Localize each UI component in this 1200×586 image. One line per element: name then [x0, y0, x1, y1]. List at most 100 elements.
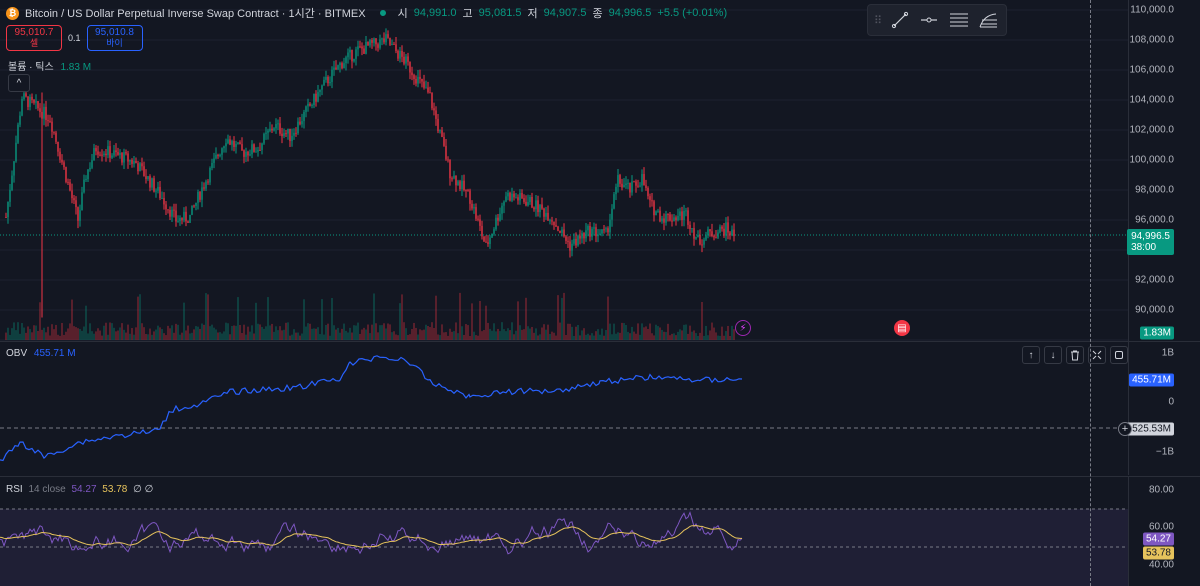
candle-body [283, 133, 285, 137]
volume-bar [505, 331, 507, 340]
close-key: 종 [592, 8, 603, 20]
volume-bar [131, 328, 133, 340]
candle-body [175, 210, 177, 222]
candle-body [291, 135, 293, 142]
add-alert-plus-icon[interactable]: + [1118, 422, 1132, 436]
move-pane-up-icon[interactable]: ↑ [1022, 346, 1040, 364]
candle-body [349, 49, 351, 53]
price-pane[interactable]: ₿ Bitcoin / US Dollar Perpetual Inverse … [0, 0, 1200, 341]
price-axis[interactable]: 110,000.0 108,000.0 106,000.0 104,000.0 … [1127, 0, 1188, 341]
candle-body [247, 151, 249, 156]
volume-bar [461, 326, 463, 340]
volume-bar [535, 328, 537, 340]
candle-body [387, 34, 389, 38]
last-price-label: 94,996.5 38:00 [1127, 229, 1174, 255]
candle-body [473, 207, 475, 209]
volume-bar [497, 328, 499, 340]
volume-bar [209, 326, 211, 340]
candle-body [309, 103, 311, 106]
low-key: 저 [527, 8, 538, 20]
price-tick: 110,000.0 [1130, 4, 1174, 16]
candle-body [33, 99, 35, 103]
obv-axis[interactable]: 1B 0 −1B 455.71M −525.53M [1123, 342, 1188, 475]
volume-bar [529, 328, 531, 340]
candle-body [7, 201, 9, 218]
volume-bar [607, 296, 609, 340]
drag-handle-icon[interactable]: ⠿ [874, 14, 883, 27]
collapse-legend-button[interactable]: ^ [8, 74, 30, 92]
candle-body [617, 175, 619, 187]
candle-body [43, 106, 45, 119]
volume-bar [521, 329, 523, 340]
volume-bar [309, 323, 311, 340]
volume-bar [139, 294, 141, 340]
volume-bar [611, 334, 613, 340]
obv-name: OBV [6, 348, 28, 359]
volume-bar [161, 329, 163, 340]
parallel-channel-icon[interactable] [947, 8, 971, 32]
candle-body [523, 198, 525, 202]
volume-bar [711, 322, 713, 340]
volume-bar [357, 322, 359, 340]
candle-body [129, 159, 131, 162]
candle-body [259, 149, 261, 151]
candle-body [683, 210, 685, 221]
candle-body [563, 229, 565, 237]
us-flag-event-icon[interactable]: ▤ [894, 320, 910, 336]
buy-button[interactable]: 95,010.8 바이 [86, 25, 143, 51]
rsi-chart[interactable] [0, 477, 1128, 586]
pane-separator[interactable] [0, 341, 1200, 342]
rsi-axis[interactable]: 80.00 60.00 40.00 54.27 53.78 [1128, 477, 1188, 586]
volume-bar [301, 333, 303, 340]
rsi-legend[interactable]: RSI 14 close 54.27 53.78 ∅ ∅ [6, 484, 153, 495]
volume-bar [185, 330, 187, 340]
obv-legend[interactable]: OBV 455.71 M [6, 348, 76, 359]
volume-bar [725, 331, 727, 340]
candle-body [541, 204, 543, 209]
volume-bar [499, 331, 501, 340]
volume-bar [265, 326, 267, 340]
candle-body [593, 227, 595, 229]
move-pane-down-icon[interactable]: ↓ [1044, 346, 1062, 364]
volume-legend[interactable]: 볼륨 · 틱스 1.83 M [8, 58, 91, 73]
rsi-pane[interactable]: RSI 14 close 54.27 53.78 ∅ ∅ 80.00 60.00… [0, 477, 1200, 586]
candle-body [77, 207, 79, 221]
candle-body [225, 143, 227, 147]
candle-body [367, 42, 369, 46]
restore-pane-icon[interactable] [1110, 346, 1128, 364]
sell-button[interactable]: 95,010.7 셀 [6, 25, 62, 51]
volume-bar [205, 293, 207, 340]
delete-pane-icon[interactable] [1066, 346, 1084, 364]
volume-bar [633, 331, 635, 340]
right-edge [1188, 0, 1200, 341]
horizontal-ray-icon[interactable] [918, 8, 942, 32]
candle-body [103, 153, 105, 156]
volume-bar [361, 329, 363, 340]
candle-body [391, 43, 393, 45]
lightning-event-icon[interactable]: ⚡ [735, 320, 751, 336]
obv-pane[interactable]: OBV 455.71 M ↑ ↓ 1B 0 −1B 455.71M −525.5… [0, 342, 1200, 475]
volume-bar [577, 324, 579, 340]
sell-price: 95,010.7 [14, 27, 54, 38]
symbol-title[interactable]: Bitcoin / US Dollar Perpetual Inverse Sw… [25, 8, 366, 20]
volume-bar [125, 332, 127, 340]
price-chart[interactable] [0, 0, 1128, 341]
volume-bar [95, 331, 97, 340]
volume-bar [93, 333, 95, 340]
candle-body [327, 76, 329, 84]
volume-bar [35, 325, 37, 340]
volume-bar [729, 335, 731, 340]
obv-chart[interactable] [0, 342, 1128, 475]
candle-body [311, 105, 313, 107]
volume-bar [261, 327, 263, 340]
trend-line-icon[interactable] [888, 8, 912, 32]
fib-retracement-icon[interactable] [977, 8, 1001, 32]
volume-bar [241, 333, 243, 340]
pane-separator[interactable] [0, 476, 1200, 477]
candle-body [13, 161, 15, 176]
volume-bar [689, 325, 691, 340]
candle-body [513, 193, 515, 198]
candle-body [379, 39, 381, 48]
candle-body [303, 111, 305, 122]
maximize-pane-icon[interactable] [1088, 346, 1106, 364]
